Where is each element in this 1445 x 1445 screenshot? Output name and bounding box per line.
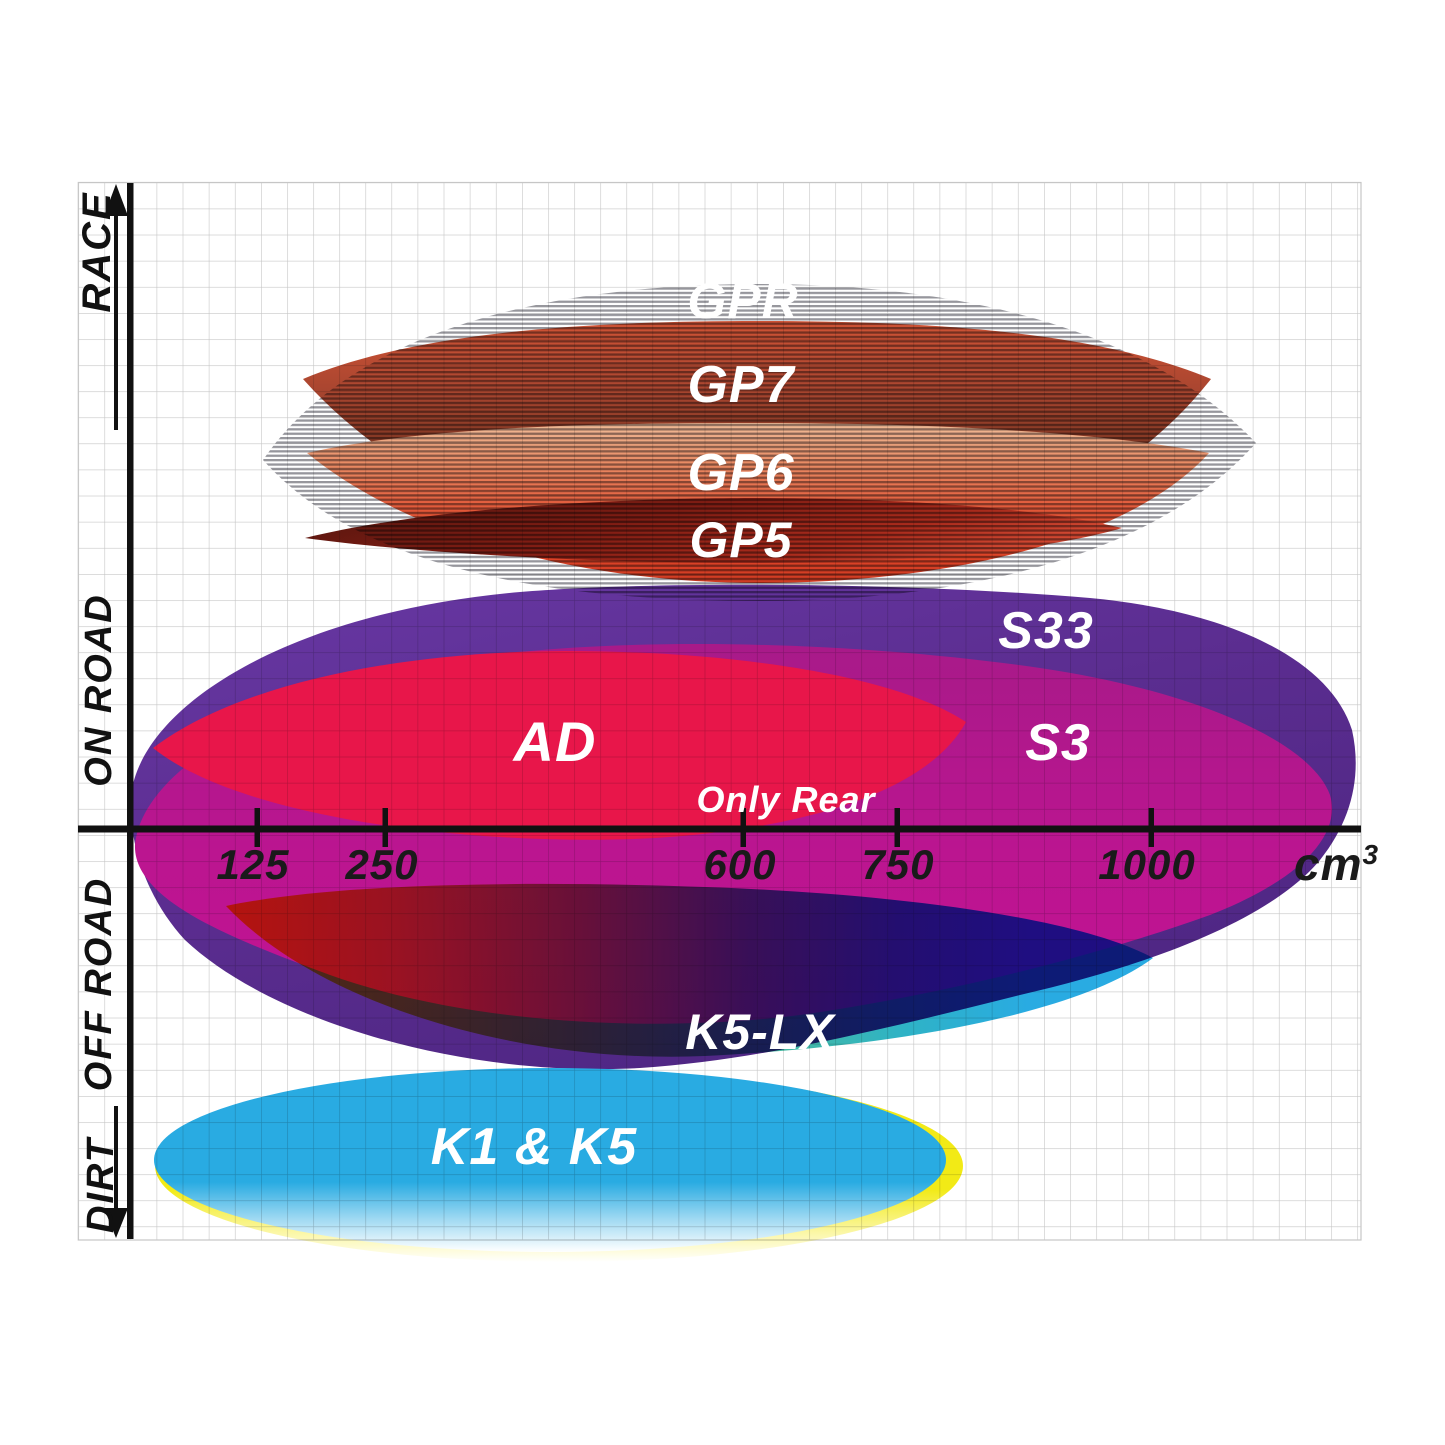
label-k1k5: K1 & K5 xyxy=(431,1118,637,1176)
dirt-down-arrow-icon xyxy=(104,1106,128,1238)
tick-1000 xyxy=(1148,808,1154,847)
tick-250 xyxy=(382,808,388,847)
tick-750 xyxy=(894,808,900,847)
tick-label-250: 250 xyxy=(344,841,418,888)
zone-label-off-road: OFF ROAD xyxy=(78,877,120,1091)
label-gp5: GP5 xyxy=(689,512,792,568)
label-s33: S33 xyxy=(998,602,1094,660)
label-k5lx: K5-LX xyxy=(685,1004,836,1060)
x-axis-ticks xyxy=(254,808,1154,847)
tick-125 xyxy=(254,808,260,847)
race-up-arrow-icon xyxy=(104,184,128,430)
tick-label-600: 600 xyxy=(703,841,776,888)
label-gp7: GP7 xyxy=(687,356,795,414)
zone-label-dirt: DIRT xyxy=(80,1136,122,1233)
tick-label-750: 750 xyxy=(861,841,934,888)
zone-label-on-road: ON ROAD xyxy=(78,593,120,786)
tick-label-125: 125 xyxy=(216,841,289,888)
label-ad-note: Only Rear xyxy=(696,779,876,820)
label-gpr: GPR xyxy=(687,273,798,329)
unit-exponent: 3 xyxy=(1362,839,1379,870)
x-axis-line xyxy=(78,825,1361,833)
label-ad: AD xyxy=(512,710,597,773)
x-axis-unit-label: cm3 xyxy=(1294,838,1379,890)
tick-600 xyxy=(740,808,746,847)
unit-base: cm xyxy=(1294,838,1362,890)
tick-label-1000: 1000 xyxy=(1098,841,1195,888)
grid-overlay xyxy=(77,181,1362,1241)
label-gp6: GP6 xyxy=(687,444,794,502)
zone-label-race: RACE xyxy=(75,191,119,312)
label-s3: S3 xyxy=(1025,714,1091,772)
y-axis-line xyxy=(127,183,134,1239)
